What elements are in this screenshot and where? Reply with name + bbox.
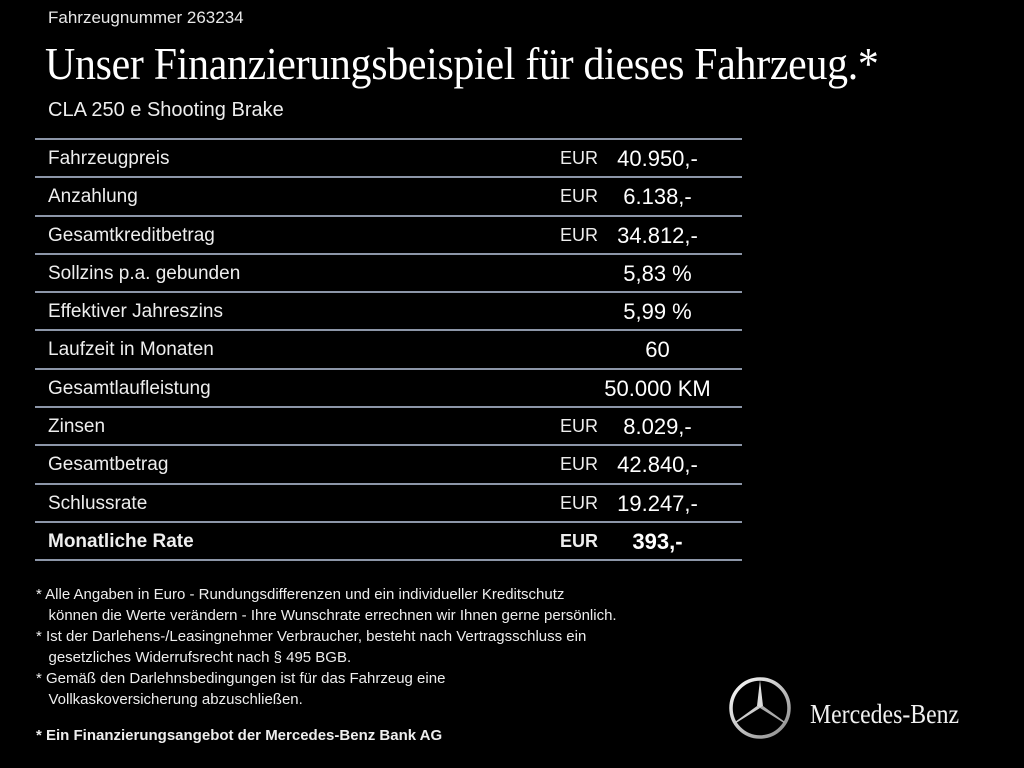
brand-name: Mercedes-Benz [810,699,960,729]
table-row: Sollzins p.a. gebunden 5,83 % [35,252,742,291]
table-row: Gesamtkreditbetrag EUR 34.812,- [35,214,742,253]
row-value: 40.950,- [617,146,698,171]
vehicle-number: Fahrzeugnummer 263234 [48,8,244,27]
row-label: Anzahlung [48,186,138,208]
row-label: Zinsen [48,416,106,438]
table-row: Zinsen EUR 8.029,- [35,406,742,444]
row-value: 60 [645,337,670,363]
footnote: * Alle Angaben in Euro - Rundungsdiffere… [36,586,617,624]
row-value: 6.138,- [623,184,692,210]
row-currency: EUR [560,492,599,513]
row-label: Fahrzeugpreis [48,148,170,169]
row-value: 393,- [632,528,683,554]
bank-note: * Ein Finanzierungsangebot der Mercedes-… [36,727,443,744]
table-row: Monatliche Rate EUR 393,- [35,520,742,562]
page-title: Unser Finanzierungsbeispiel für dieses F… [45,39,879,89]
financing-table: Fahrzeugpreis EUR 40.950,- Anzahlung EUR 6.13… [35,138,742,562]
table-row: Laufzeit in Monaten 60 [35,329,742,367]
row-value: 8.029,- [623,414,692,440]
row-value: 5,83 % [623,260,692,286]
row-value: 5,99 % [623,299,692,325]
row-value: 19.247,- [617,490,698,516]
row-currency: EUR [560,186,599,207]
row-label: Sollzins p.a. gebunden [48,262,241,284]
row-value: 50.000 KM [604,375,711,401]
row-label: Laufzeit in Monaten [48,339,214,361]
row-label: Monatliche Rate [48,530,194,552]
row-currency: EUR [560,148,599,168]
table-row: Schlussrate EUR 19.247,- [35,482,742,521]
footnote: * Ist der Darlehens-/Leasingnehmer Verbr… [36,628,587,666]
row-label: Gesamtkreditbetrag [48,224,215,246]
table-row: Gesamtlaufleistung 50.000 KM [35,367,742,406]
row-currency: EUR [560,224,599,245]
row-currency: EUR [560,454,599,475]
model-name: CLA 250 e Shooting Brake [48,99,284,121]
row-label: Schlussrate [48,492,148,514]
row-label: Gesamtlaufleistung [48,377,211,399]
row-label: Gesamtbetrag [48,454,169,476]
table-row: Anzahlung EUR 6.138,- [35,176,742,214]
row-currency: EUR [560,530,599,551]
table-row: Effektiver Jahreszins 5,99 % [35,291,742,329]
row-label: Effektiver Jahreszins [48,301,223,323]
table-row: Fahrzeugpreis EUR 40.950,- [35,138,742,176]
row-value: 42.840,- [617,452,698,478]
three-pointed-star-icon [727,675,793,746]
row-currency: EUR [560,416,599,437]
footnote: * Gemäß den Darlehnsbedingungen ist für … [36,670,446,708]
footnotes: * Alle Angaben in Euro - Rundungsdiffere… [36,584,617,710]
row-value: 34.812,- [617,222,698,248]
table-row: Gesamtbetrag EUR 42.840,- [35,444,742,482]
